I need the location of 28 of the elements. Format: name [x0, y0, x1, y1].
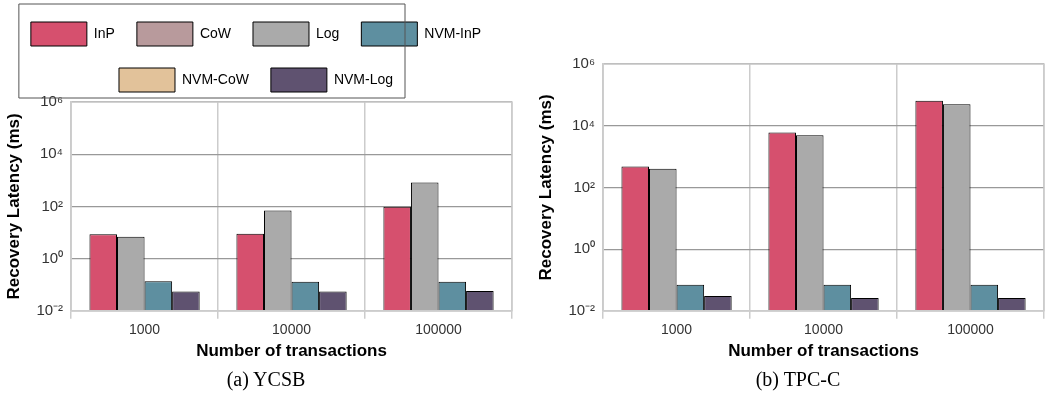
x-tick-label: 10000	[804, 321, 844, 338]
y-tick-label: 10⁴	[39, 144, 64, 162]
x-tick-label: 1000	[660, 321, 693, 338]
legend-label: NVM-CoW	[181, 70, 250, 87]
x-tick-label: 1000	[128, 321, 161, 338]
text: (a) YCSB	[225, 368, 307, 391]
legend-label: Log	[315, 24, 340, 41]
y-tick-label: 10⁶	[572, 54, 596, 72]
y-tick-label: 10⁰	[573, 239, 596, 257]
y-tick-label: 10⁴	[571, 115, 596, 133]
y-axis-title: Recovery Latency (ms)	[535, 94, 555, 281]
x-tick-label: 100000	[947, 321, 995, 338]
legend-label: CoW	[199, 24, 232, 41]
x-tick-label: 100000	[415, 321, 463, 338]
y-tick-label: 10⁻²	[36, 300, 64, 318]
legend-label: NVM-Log	[333, 70, 394, 87]
y-tick-label: 10⁻²	[568, 300, 596, 318]
x-axis-title: Number of transactions	[728, 341, 919, 361]
y-tick-label: 10²	[41, 196, 64, 214]
x-tick-label: 10000	[272, 321, 312, 338]
y-tick-label: 10⁶	[40, 92, 64, 110]
y-tick-label: 10⁰	[41, 248, 64, 266]
text: (b) TPC-C	[754, 368, 842, 391]
legend-label: NVM-InP	[424, 24, 482, 41]
legend-label: InP	[93, 24, 115, 41]
x-axis-title: Number of transactions	[196, 341, 387, 361]
y-axis-title: Recovery Latency (ms)	[3, 113, 23, 300]
y-tick-label: 10²	[573, 177, 596, 195]
